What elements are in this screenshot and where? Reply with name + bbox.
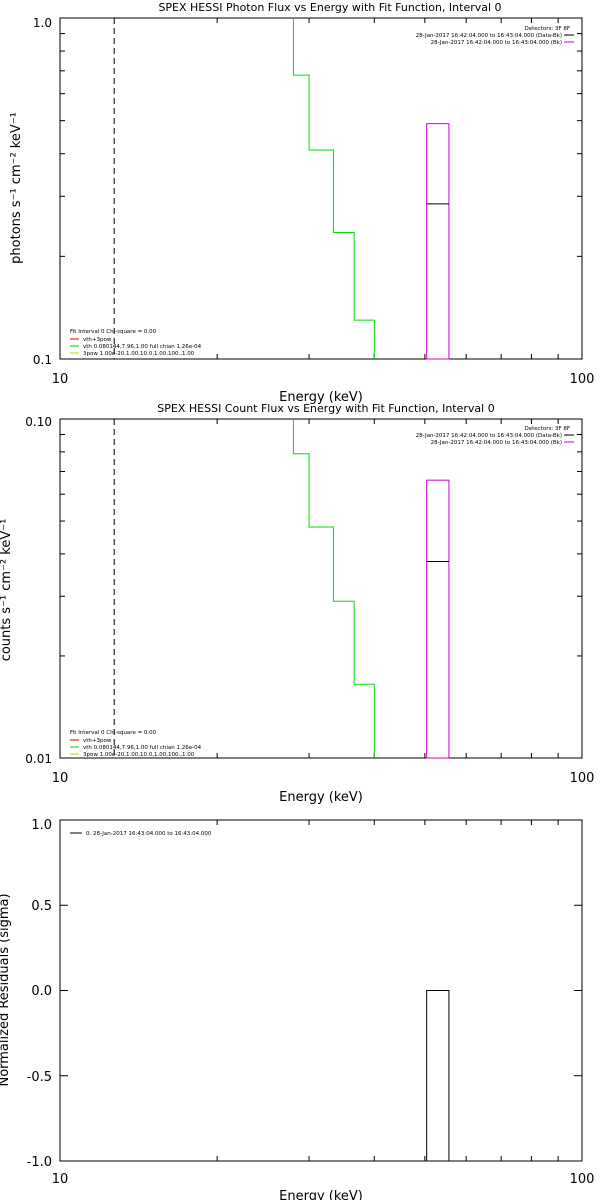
- y-tick-label: 1.0: [31, 818, 52, 833]
- plot-frame: [59, 17, 583, 360]
- y-tick-label: -1.0: [27, 1155, 52, 1170]
- legend-item: 0. 28-Jan-2017 16:43:04.000 to 16:43:04.…: [86, 831, 212, 837]
- plot-marks: [60, 819, 582, 1162]
- y-tick-label: 0.0: [31, 984, 52, 999]
- legend-item: 3pow 1.00e-20,1.00,10.0,1.00,100.,1.00: [83, 752, 195, 758]
- x-axis-label: Energy (keV): [279, 790, 363, 805]
- x-tick-label: 100: [570, 771, 595, 786]
- chart-title: SPEX HESSI Photon Flux vs Energy with Fi…: [158, 1, 501, 14]
- legend-item: 28-Jan-2017 16:42:04.000 to 16:43:04.000…: [431, 40, 562, 46]
- y-tick-label: 1.0: [33, 16, 52, 30]
- legend-item: vth+3pow: [83, 738, 112, 744]
- fit-legend-header: Fit Interval 0 Chi-square = 0.00: [70, 730, 157, 736]
- legend-title: Detectors: 3F 8F: [524, 426, 570, 432]
- fit-legend-header: Fit Interval 0 Chi-square = 0.00: [70, 329, 157, 335]
- data-step-line: [292, 419, 375, 758]
- residuals-panel: 1.0 0.5 0.0 -0.5 -1.0 10 100 Energy (keV…: [0, 818, 594, 1200]
- x-tick-label: 10: [52, 1172, 69, 1187]
- y-tick-label: 0.10: [25, 415, 52, 429]
- count-flux-panel: SPEX HESSI Count Flux vs Energy with Fit…: [0, 402, 594, 805]
- data-bin-box: [426, 479, 450, 759]
- plot-frame: [59, 819, 583, 1162]
- plot-marks: [60, 419, 582, 759]
- legend-item: vth+3pow: [83, 337, 112, 343]
- y-tick-label: 0.1: [33, 353, 52, 367]
- x-tick-label: 100: [570, 372, 595, 387]
- y-tick-label: 0.5: [31, 899, 52, 914]
- legend-item: 28-Jan-2017 16:42:04.000 to 16:43:04.000…: [431, 440, 562, 446]
- data-bin-box: [426, 990, 450, 1162]
- y-axis-label: Normalized Residuals (sigma): [0, 893, 12, 1086]
- x-tick-label: 10: [52, 771, 69, 786]
- x-tick-label: 10: [52, 372, 69, 387]
- photon-flux-panel: SPEX HESSI Photon Flux vs Energy with Fi…: [9, 1, 594, 405]
- x-tick-label: 100: [570, 1172, 595, 1187]
- y-tick-label: 0.01: [25, 752, 52, 766]
- data-bin-box: [426, 123, 450, 360]
- data-step-line: [292, 18, 375, 359]
- legend-title: Detectors: 3F 8F: [524, 26, 570, 32]
- x-axis-label: Energy (keV): [279, 390, 363, 405]
- legend-item: vth 0.080144,7.96,1.00 full chian 1.26e-…: [83, 344, 202, 350]
- legend-item: vth 0.080144,7.96,1.00 full chian 1.26e-…: [83, 745, 202, 751]
- plot-marks: [60, 18, 582, 360]
- chart-title: SPEX HESSI Count Flux vs Energy with Fit…: [157, 402, 494, 415]
- x-axis-label: Energy (keV): [279, 1189, 363, 1200]
- legend-item: 28-Jan-2017 16:42:04.000 to 16:43:04.000…: [416, 433, 562, 439]
- y-tick-label: -0.5: [27, 1070, 52, 1085]
- legend-item: 28-Jan-2017 16:42:04.000 to 16:43:04.000…: [416, 33, 562, 39]
- legend-item: 3pow 1.00e-20,1.00,10.0,1.00,100.,1.00: [83, 351, 195, 357]
- y-axis-label: counts s⁻¹ cm⁻² keV⁻¹: [0, 519, 14, 662]
- plot-frame: [59, 418, 583, 759]
- y-axis-label: photons s⁻¹ cm⁻² keV⁻¹: [9, 112, 24, 264]
